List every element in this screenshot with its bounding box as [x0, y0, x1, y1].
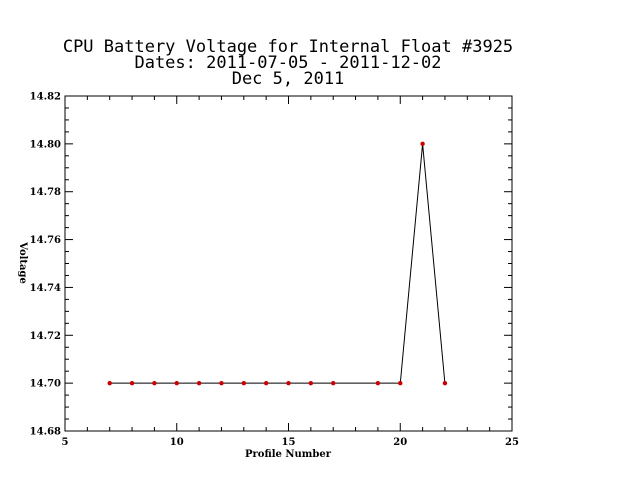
data-point	[398, 380, 403, 386]
y-tick-label: 14.74	[30, 283, 61, 294]
x-tick-label: 15	[282, 437, 296, 448]
x-tick-label: 25	[505, 437, 519, 448]
title-line-3: Dec 5, 2011	[232, 69, 345, 89]
data-point	[241, 380, 246, 386]
data-point	[129, 380, 135, 386]
y-tick-label: 14.78	[30, 187, 61, 198]
x-tick-label: 20	[393, 437, 407, 448]
chart-title: CPU Battery Voltage for Internal Float #…	[63, 37, 513, 89]
y-tick-label: 14.80	[30, 139, 61, 150]
data-point	[420, 141, 425, 147]
series-voltage	[107, 141, 448, 386]
title-line-2: Dates: 2011-07-05 - 2011-12-02	[134, 53, 441, 73]
y-axis-label: Voltage	[17, 241, 28, 284]
y-tick-label: 14.70	[30, 379, 61, 390]
data-point	[196, 380, 202, 386]
x-axis-label: Profile Number	[245, 449, 332, 460]
y-tick-label: 14.68	[30, 427, 61, 438]
data-point	[263, 380, 269, 386]
y-tick-label: 14.76	[30, 235, 61, 246]
series-line	[109, 143, 446, 384]
data-point	[442, 380, 448, 386]
axis-ticks	[64, 95, 513, 432]
x-tick-label: 10	[170, 437, 184, 448]
data-point	[219, 380, 224, 386]
data-point	[286, 380, 291, 386]
data-point	[308, 380, 314, 386]
data-point	[331, 380, 336, 386]
y-tick-label: 14.82	[30, 92, 61, 103]
data-point	[152, 380, 157, 386]
data-point	[107, 380, 112, 386]
data-point	[174, 380, 179, 386]
axis-tick-labels: 5 10 15 20 25 14.68 14.70 14.72 14.74 14.76 14.78 1…	[30, 92, 519, 449]
data-point	[375, 380, 381, 386]
x-tick-label: 5	[62, 437, 69, 448]
title-line-1: CPU Battery Voltage for Internal Float #…	[63, 37, 513, 57]
y-tick-label: 14.72	[30, 331, 61, 342]
